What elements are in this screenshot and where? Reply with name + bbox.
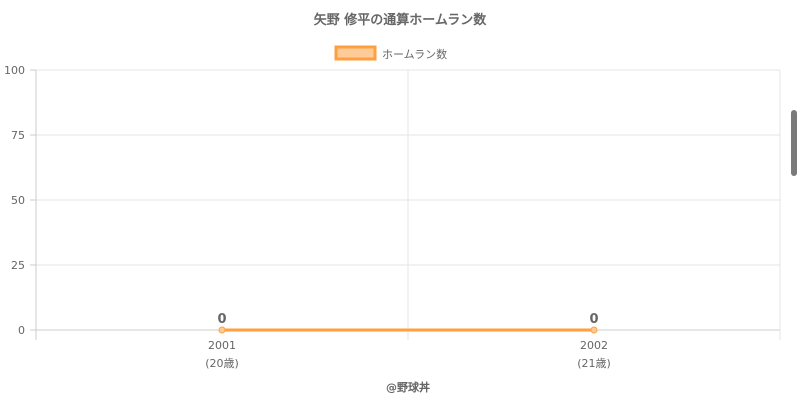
y-tick-label: 50 bbox=[11, 194, 25, 207]
x-tick-label: 2001 bbox=[208, 339, 236, 352]
data-point bbox=[218, 326, 226, 334]
scrollbar[interactable] bbox=[791, 110, 797, 176]
data-label: 0 bbox=[217, 312, 226, 327]
y-tick-label: 100 bbox=[4, 64, 25, 77]
y-tick-label: 0 bbox=[18, 324, 25, 337]
x-tick-label: 2002 bbox=[580, 339, 608, 352]
legend-label: ホームラン数 bbox=[382, 48, 447, 61]
legend-swatch bbox=[334, 45, 377, 61]
data-label: 0 bbox=[589, 312, 598, 327]
x-tick-sublabel: (21歳) bbox=[577, 357, 611, 370]
y-tick-label: 25 bbox=[11, 259, 25, 272]
data-point bbox=[590, 326, 598, 334]
x-tick-sublabel: (20歳) bbox=[205, 357, 239, 370]
footer-credit: @野球丼 bbox=[386, 380, 430, 394]
y-tick-label: 75 bbox=[11, 129, 25, 142]
legend[interactable]: ホームラン数 bbox=[334, 45, 447, 61]
chart-title: 矢野 修平の通算ホームラン数 bbox=[314, 12, 487, 28]
